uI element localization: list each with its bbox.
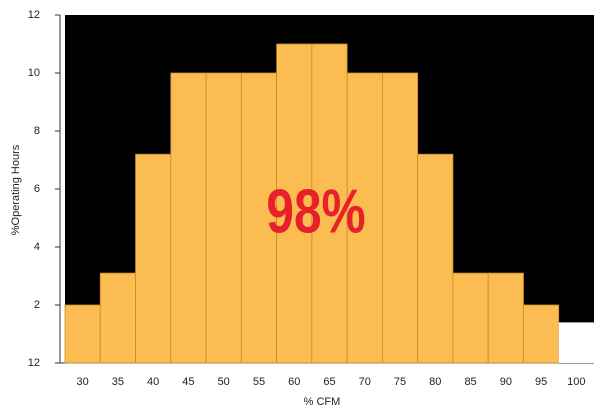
x-tick-label: 80: [429, 376, 441, 388]
bar: [523, 304, 560, 364]
y-tick-label: 12: [28, 357, 40, 369]
bar: [558, 322, 594, 363]
y-tick-label: 6: [34, 183, 40, 195]
bar: [487, 272, 524, 364]
x-tick-label: 55: [253, 376, 265, 388]
x-tick-label: 90: [500, 376, 512, 388]
x-tick-label: 65: [323, 376, 335, 388]
x-tick-label: 100: [567, 376, 585, 388]
bar: [452, 272, 489, 364]
bar: [346, 72, 383, 364]
bar: [417, 153, 454, 364]
bar: [99, 272, 136, 364]
y-tick-label: 10: [28, 67, 40, 79]
x-tick-label: 50: [218, 376, 230, 388]
x-tick-label: 75: [394, 376, 406, 388]
x-tick-label: 70: [359, 376, 371, 388]
y-tick-label: 12: [28, 9, 40, 21]
y-axis-label: %Operating Hours: [10, 144, 22, 235]
y-tick-label: 2: [34, 299, 40, 311]
bar: [276, 43, 313, 364]
x-tick-label: 40: [147, 376, 159, 388]
bar: [170, 72, 207, 364]
x-tick-label: 60: [288, 376, 300, 388]
x-tick-label: 95: [535, 376, 547, 388]
bar: [64, 304, 101, 364]
x-tick-label: 35: [112, 376, 124, 388]
x-axis-label: % CFM: [304, 396, 341, 406]
y-tick-label: 4: [34, 241, 40, 253]
x-tick-label: 85: [464, 376, 476, 388]
bar: [311, 43, 348, 364]
x-tick-label: 45: [182, 376, 194, 388]
x-tick-label: 30: [77, 376, 89, 388]
bar: [240, 72, 277, 364]
annotation: 98%: [266, 176, 365, 246]
bar: [381, 72, 419, 364]
y-tick-label: 8: [34, 125, 40, 137]
bar: [205, 72, 242, 364]
bar: [135, 153, 172, 364]
